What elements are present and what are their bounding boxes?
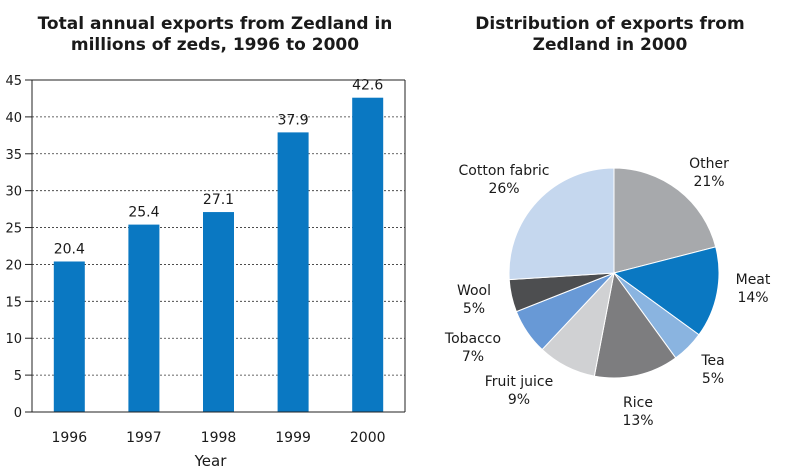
y-tick-label: 0 [14, 406, 22, 421]
pie-label-percent: 5% [702, 371, 724, 387]
bar-value-label: 37.9 [278, 112, 309, 128]
pie-label-name: Tobacco [444, 331, 501, 347]
pie-label-percent: 7% [462, 349, 484, 365]
x-tick-label: 1998 [201, 430, 237, 446]
y-tick-label: 20 [5, 258, 22, 273]
pie-label-name: Wool [457, 283, 491, 299]
pie-label-name: Meat [736, 272, 771, 288]
bar-2000 [352, 97, 384, 412]
pie-chart: Other 21% Meat 14% Tea 5% Rice 13% Fruit juice 9%… [444, 156, 771, 429]
bar-1996 [53, 261, 85, 412]
bar-chart-title-line-2: millions of zeds, 1996 to 2000 [70, 35, 360, 55]
pie-chart-title-line-2: Zedland in 2000 [532, 35, 688, 55]
x-axis-label: Year [194, 452, 228, 470]
pie-label-name: Rice [623, 395, 653, 411]
y-tick-label: 35 [5, 148, 22, 163]
y-tick-label: 10 [5, 332, 22, 347]
x-tick-label: 1996 [51, 430, 87, 446]
bar-chart: 20.4 1996 25.4 1997 27.1 1998 37.9 1999 42.6 2000… [5, 74, 406, 470]
bar-1998 [203, 212, 234, 412]
pie-label-name: Cotton fabric [459, 163, 550, 179]
pie-label-percent: 13% [622, 413, 653, 429]
pie-label-percent: 26% [488, 181, 519, 197]
bar-value-label: 27.1 [203, 192, 234, 208]
bar-1999 [277, 132, 309, 413]
y-tick-label: 45 [5, 74, 22, 89]
pie-label-name: Other [689, 156, 729, 172]
x-tick-label: 1999 [275, 430, 311, 446]
x-tick-label: 2000 [350, 430, 386, 446]
bar-chart-title-line-1: Total annual exports from Zedland in [37, 14, 393, 34]
y-tick-label: 25 [5, 222, 22, 237]
pie-slice-rice [593, 271, 677, 379]
y-tick-label: 5 [14, 369, 22, 384]
pie-label-percent: 5% [463, 301, 485, 317]
pie-label-percent: 14% [737, 290, 768, 306]
pie-slice-meat [612, 246, 720, 336]
y-tick-label: 15 [5, 295, 22, 310]
pie-slice-other [613, 167, 717, 274]
pie-label-percent: 21% [693, 174, 724, 190]
pie-slice-cotton-fabric [508, 167, 615, 281]
bar-1997 [128, 224, 160, 412]
bar-chart-title: Total annual exports from Zedland in mil… [20, 14, 410, 56]
pie-chart-title-line-1: Distribution of exports from [475, 14, 745, 34]
y-tick-label: 30 [5, 185, 22, 200]
x-tick-label: 1997 [126, 430, 162, 446]
bar-value-label: 25.4 [128, 205, 159, 221]
bar-value-label: 20.4 [54, 241, 85, 257]
pie-chart-title: Distribution of exports from Zedland in … [445, 14, 775, 56]
pie-label-percent: 9% [508, 392, 530, 408]
pie-label-name: Fruit juice [485, 374, 553, 390]
pie-label-name: Tea [700, 353, 724, 369]
bar-value-label: 42.6 [352, 78, 383, 94]
y-tick-label: 40 [5, 111, 22, 126]
